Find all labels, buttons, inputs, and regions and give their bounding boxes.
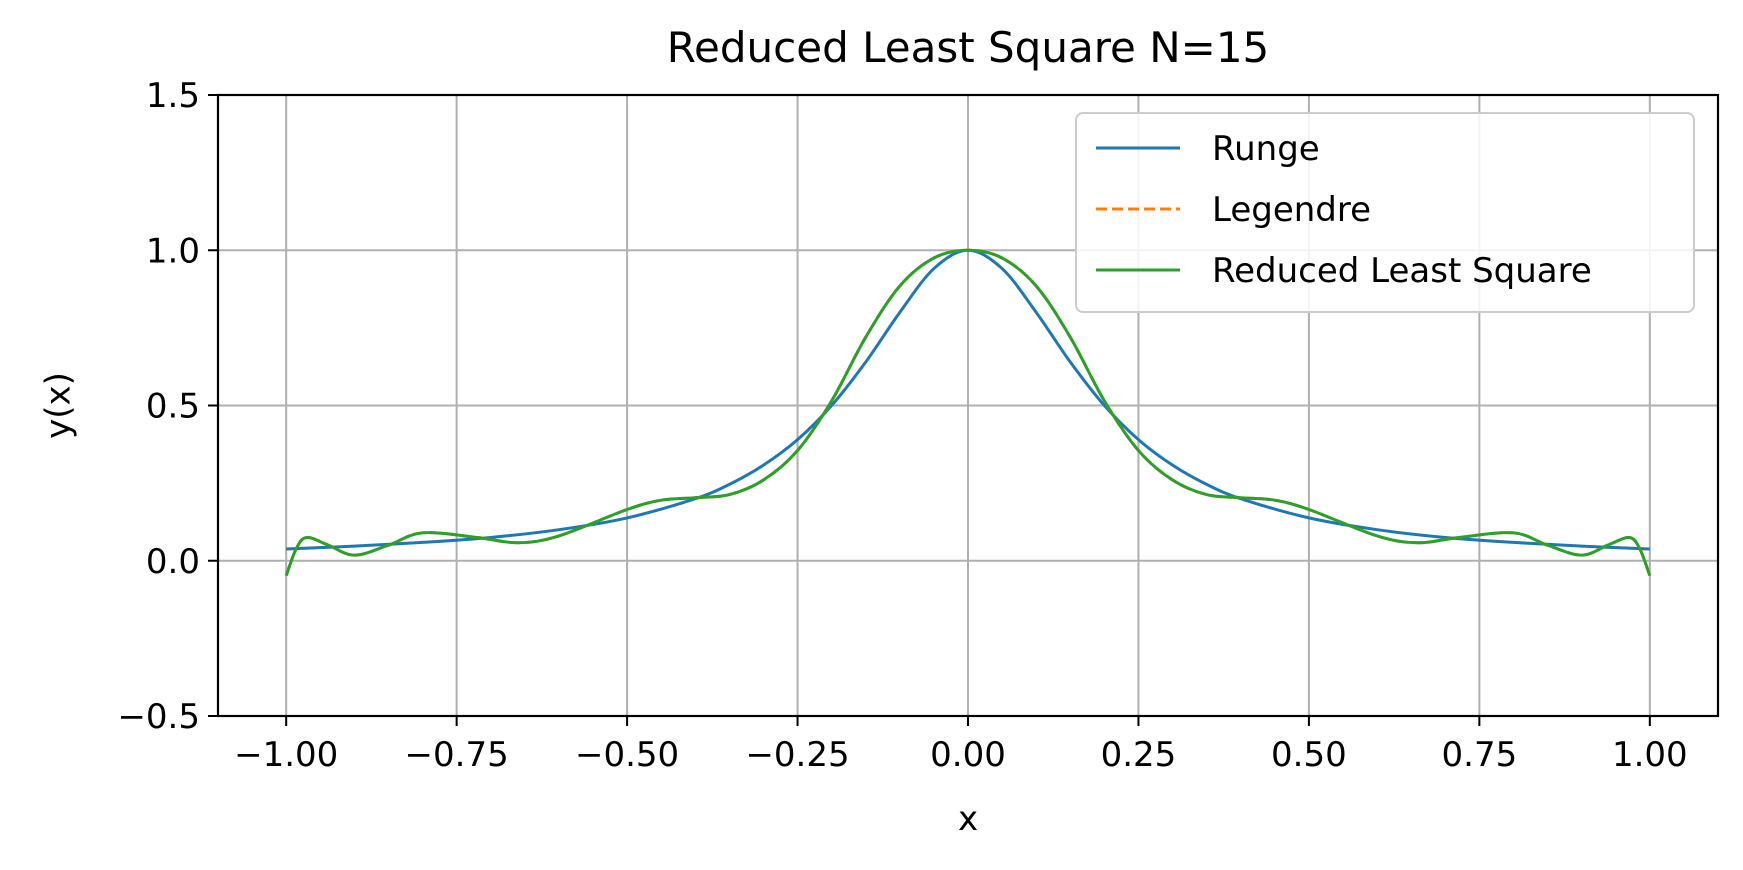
legend: Runge Legendre Reduced Least Square (1075, 112, 1695, 313)
y-tick-label: −0.5 (117, 697, 200, 737)
chart-title: Reduced Least Square N=15 (667, 23, 1270, 72)
x-axis-label: x (958, 799, 978, 839)
axis-ticks: −1.00 −0.75 −0.50 −0.25 0.00 0.25 0.50 0.75 1.00… (117, 76, 1687, 775)
x-tick-label: 0.50 (1271, 735, 1347, 775)
x-tick-label: −1.00 (234, 735, 338, 775)
legend-label-runge: Runge (1212, 129, 1320, 169)
x-tick-label: 0.75 (1442, 735, 1518, 775)
x-tick-label: 0.00 (930, 735, 1006, 775)
legend-label-reduced-least-square: Reduced Least Square (1212, 251, 1592, 291)
x-tick-label: −0.50 (575, 735, 679, 775)
y-tick-label: 1.5 (146, 76, 200, 116)
legend-label-legendre: Legendre (1212, 190, 1371, 230)
plot-lines (284, 248, 1652, 577)
x-tick-label: 1.00 (1612, 735, 1688, 775)
x-tick-label: 0.25 (1101, 735, 1177, 775)
y-tick-label: 1.0 (146, 231, 200, 271)
legend-box (1075, 112, 1695, 313)
series-line-reduced-least-square (284, 248, 1652, 577)
y-tick-label: 0.5 (146, 387, 200, 427)
x-tick-label: −0.75 (405, 735, 509, 775)
y-axis-label: y(x) (39, 372, 79, 439)
x-tick-label: −0.25 (745, 735, 849, 775)
y-tick-label: 0.0 (146, 542, 200, 582)
